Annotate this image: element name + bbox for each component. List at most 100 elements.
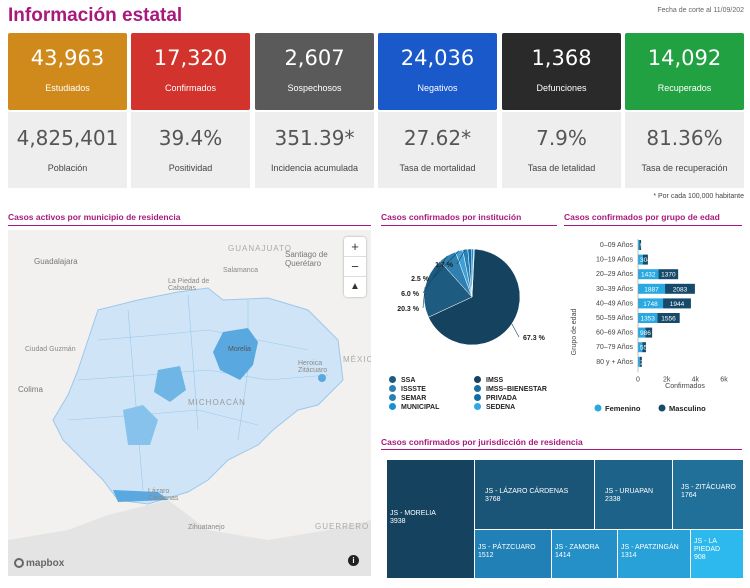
map-label: Salamanca xyxy=(223,267,259,274)
stat-label: Incidencia acumulada xyxy=(270,163,359,173)
legend-item[interactable]: IMSS xyxy=(474,376,503,384)
age-bar-masculino[interactable] xyxy=(642,342,646,353)
treemap-cell-zitacuaro[interactable]: JS - ZITÁCUARO 1764 xyxy=(673,460,743,529)
age-bar-masculino[interactable] xyxy=(645,327,653,338)
card-confirmados: 17,320 Confirmados xyxy=(131,33,250,110)
treemap-cell-value: 3768 xyxy=(485,496,501,503)
treemap-cell-lapiedad[interactable]: JS - LA PIEDAD 908 xyxy=(691,530,743,578)
age-category-label: 40–49 Años xyxy=(596,300,633,307)
map-section-rule xyxy=(8,225,371,226)
age-bar-femenino[interactable] xyxy=(638,240,640,250)
mapbox-label: mapbox xyxy=(26,558,65,569)
treemap-cell-value: 908 xyxy=(694,554,706,561)
card-negativos: 24,036 Negativos xyxy=(378,33,497,110)
legend-item[interactable]: SEMAR xyxy=(389,394,426,402)
legend-dot-icon xyxy=(389,403,396,410)
footnote: * Por cada 100,000 habitante xyxy=(653,193,744,200)
treemap-cell-name: JS - MORELIA xyxy=(390,510,436,517)
legend-dot-icon xyxy=(474,403,481,410)
stat-value: 4,825,401 xyxy=(16,126,119,150)
stat-label: Tasa de recuperación xyxy=(641,163,728,173)
age-xtick: 0 xyxy=(636,376,640,383)
age-legend: Femenino Masculino xyxy=(594,404,706,413)
zoom-in-button[interactable]: + xyxy=(344,237,366,257)
treemap-cell-name: JS - LÁZARO CÁRDENAS xyxy=(485,488,569,495)
age-bar-value: 97 xyxy=(640,243,648,250)
age-bar-femenino[interactable] xyxy=(638,298,664,309)
map-label: La Piedad de Cabadas xyxy=(168,278,210,292)
age-bar-value: 304 xyxy=(640,257,651,264)
card-estudiados: 43,963 Estudiados xyxy=(8,33,127,110)
info-icon[interactable]: i xyxy=(348,555,359,566)
stat-letalidad: 7.9% Tasa de letalidad xyxy=(502,112,621,188)
pie-label: 2.5 % xyxy=(411,276,430,283)
age-bar-masculino[interactable] xyxy=(640,356,642,367)
age-category-label: 70–79 Años xyxy=(596,344,633,351)
age-bar-femenino[interactable] xyxy=(638,342,643,353)
legend-dot-icon xyxy=(474,394,481,401)
highlight-zitacuaro xyxy=(318,374,326,382)
highlight-morelia xyxy=(213,328,258,380)
mapbox-logo[interactable]: mapbox xyxy=(14,558,64,569)
legend-item[interactable]: PRIVADA xyxy=(474,394,517,402)
treemap-cell-value: 1764 xyxy=(681,492,697,499)
zoom-out-button[interactable]: − xyxy=(344,257,366,277)
map-label: Colima xyxy=(18,385,43,394)
age-category-label: 60–69 Años xyxy=(596,330,633,337)
age-bar-value: 268 xyxy=(640,359,651,366)
age-bar-femenino[interactable] xyxy=(638,313,658,323)
legend-masculino-label: Masculino xyxy=(669,404,706,413)
treemap-cell-morelia[interactable]: JS - MORELIA 3938 xyxy=(387,460,474,578)
card-value: 43,963 xyxy=(30,46,105,70)
legend-item[interactable]: SSA xyxy=(389,376,415,384)
age-bar-femenino[interactable] xyxy=(638,283,666,294)
age-axis-xlabel: Confirmados xyxy=(665,383,705,390)
compass-button[interactable]: ▲ xyxy=(350,281,360,292)
age-bar-value: 1370 xyxy=(661,272,676,279)
stat-label: Tasa de letalidad xyxy=(527,163,596,173)
treemap-cell-uruapan[interactable]: JS - URUAPAN 2338 xyxy=(595,460,672,529)
age-bar-femenino[interactable] xyxy=(638,327,646,338)
legend-item[interactable]: ISSSTE xyxy=(389,385,426,393)
age-bar-value: 1353 xyxy=(640,316,655,323)
age-bar-masculino[interactable] xyxy=(643,254,648,265)
pie-slice-sedena[interactable] xyxy=(471,248,475,298)
age-bar-femenino[interactable] xyxy=(638,269,659,280)
card-value: 14,092 xyxy=(647,46,722,70)
institution-pie-chart: 67.3 % 20.3 % 6.0 % 2.5 % 1.7 % xyxy=(397,248,546,346)
age-bar-masculino[interactable] xyxy=(639,240,642,250)
map-label: Santiago de Querétaro xyxy=(285,250,328,268)
age-bar-value: 986 xyxy=(640,330,651,337)
pie-leader-line xyxy=(456,249,466,265)
legend-femenino-label: Femenino xyxy=(605,404,641,413)
pie-slice-imss[interactable] xyxy=(428,248,521,346)
age-bar-femenino[interactable] xyxy=(638,356,641,367)
age-categories: 0–09 Años 10–19 Años 20–29 Años 30–39 Años 4… xyxy=(596,242,633,366)
municipality-map[interactable]: GUANAJUATO Santiago de Querétaro Guadala… xyxy=(8,230,371,576)
age-bar-value: 1944 xyxy=(670,301,685,308)
age-bar-femenino[interactable] xyxy=(638,254,644,265)
stat-poblacion: 4,825,401 Población xyxy=(8,112,127,188)
legend-item[interactable]: SEDENA xyxy=(474,403,515,411)
treemap-cell-patzcuaro[interactable]: JS - PÁTZCUARO 1512 xyxy=(475,530,551,578)
map-label: MÉXIC xyxy=(343,355,371,364)
legend-item[interactable]: IMSS–BIENESTAR xyxy=(474,385,547,393)
legend-dot-icon xyxy=(474,376,481,383)
legend-masculino-icon xyxy=(658,404,666,412)
legend-label: SEMAR xyxy=(401,395,427,402)
age-category-label: 50–59 Años xyxy=(596,315,633,322)
age-bar-masculino[interactable] xyxy=(663,298,691,309)
treemap-cell-name: JS - ZITÁCUARO xyxy=(681,484,736,491)
pie-label: 20.3 % xyxy=(397,306,420,313)
age-bar-masculino[interactable] xyxy=(665,283,695,294)
treemap-cell-apatzingan[interactable]: JS - APATZINGÁN 1314 xyxy=(618,530,690,578)
stat-value: 27.62* xyxy=(403,126,472,150)
age-bar-masculino[interactable] xyxy=(658,269,679,280)
treemap-cell-lazaro[interactable]: JS - LÁZARO CÁRDENAS 3768 xyxy=(475,460,594,529)
treemap-cell-zamora[interactable]: JS - ZAMORA 1414 xyxy=(552,530,617,578)
card-defunciones: 1,368 Defunciones xyxy=(502,33,621,110)
legend-item[interactable]: MUNICIPAL xyxy=(389,403,439,411)
age-bar-masculino[interactable] xyxy=(657,313,680,323)
map-label: Zihuatanejo xyxy=(188,524,225,531)
stat-recuperacion: 81.36% Tasa de recuperación xyxy=(625,112,744,188)
